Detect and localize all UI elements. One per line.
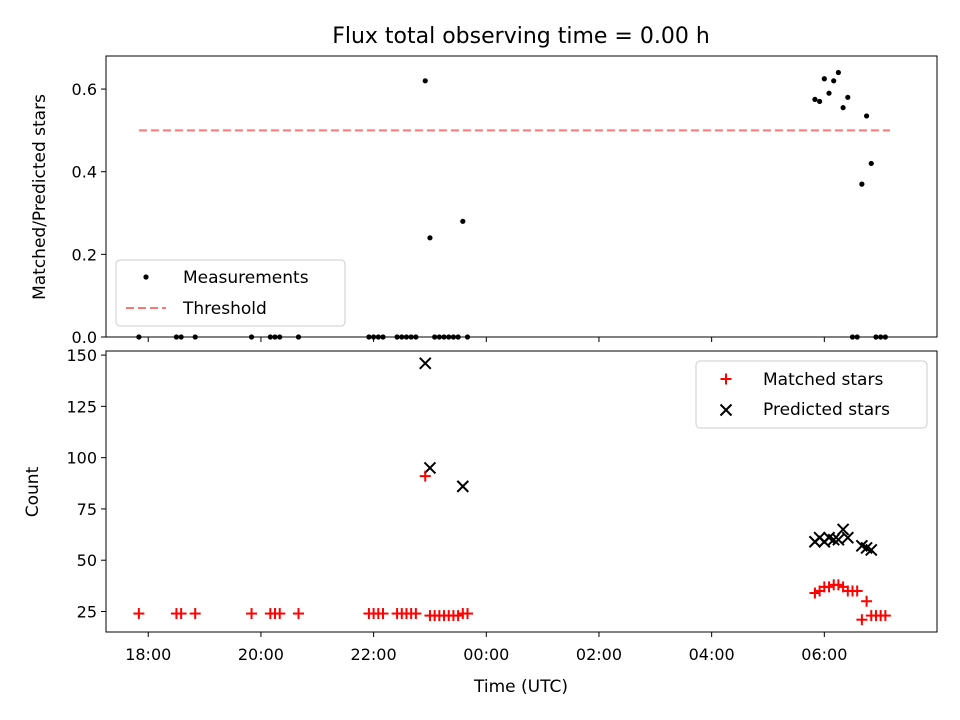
matched-star-point	[246, 608, 258, 620]
predicted-star-point	[827, 533, 840, 546]
matched-star-point	[410, 608, 422, 620]
matched-star-point	[189, 608, 201, 620]
bottom-y-tick-label: 100	[66, 449, 97, 468]
bottom-plot-frame	[105, 350, 938, 633]
matched-star-point	[274, 608, 286, 620]
x-tick-label: 04:00	[689, 645, 735, 664]
matched-star-point	[419, 470, 431, 482]
x-tick-label: 02:00	[576, 645, 622, 664]
chart-title: Flux total observing time = 0.00 h	[332, 24, 710, 49]
matched-star-point	[861, 595, 873, 607]
matched-star-point	[851, 585, 863, 597]
matched-star-point	[133, 608, 145, 620]
legend-measurements-label: Measurements	[183, 268, 309, 288]
bottom-y-tick-label: 50	[77, 551, 97, 570]
x-axis-label: Time (UTC)	[473, 677, 568, 697]
measurement-point	[422, 78, 428, 84]
matched-star-point	[452, 610, 464, 622]
bottom-y-tick-label: 25	[77, 602, 97, 621]
top-legend-box	[115, 259, 346, 327]
x-tick-label: 18:00	[125, 645, 171, 664]
top-y-tick-label: 0.4	[72, 163, 97, 182]
top-panel: 0.0 0.2 0.4 0.6 Measurements Threshold	[72, 55, 938, 347]
bottom-y-tick-label: 150	[66, 346, 97, 365]
measurement-point	[460, 218, 466, 224]
measurement-point	[845, 94, 851, 100]
measurement-point	[863, 113, 870, 119]
measurement-point	[821, 76, 827, 82]
top-plot-frame	[105, 55, 938, 338]
bottom-y-tick-label: 125	[66, 397, 97, 416]
matched-star-point	[292, 608, 304, 620]
x-tick-label: 22:00	[351, 645, 397, 664]
legend-measurements-marker	[143, 274, 149, 280]
legend-threshold-label: Threshold	[182, 299, 267, 319]
bottom-legend-box	[695, 360, 928, 429]
top-y-tick-label: 0.2	[72, 245, 97, 264]
measurement-point	[840, 105, 846, 111]
matched-star-point	[462, 608, 474, 620]
x-tick-label: 06:00	[801, 645, 847, 664]
measurement-point	[835, 69, 842, 76]
predicted-star-point	[841, 531, 855, 544]
x-tick-label: 20:00	[238, 645, 284, 664]
top-legend: Measurements Threshold	[115, 259, 346, 327]
predicted-star-point	[419, 357, 432, 370]
legend-matched-marker	[720, 373, 732, 385]
measurement-point	[826, 90, 832, 96]
x-tick-label: 00:00	[463, 645, 509, 664]
bottom-y-axis-label: Count	[23, 466, 43, 517]
top-y-axis-label: Matched/Predicted stars	[30, 94, 50, 300]
matched-star-point	[175, 608, 187, 620]
measurement-point	[868, 160, 874, 167]
measurement-point	[427, 235, 433, 241]
predicted-star-point	[832, 533, 845, 546]
matched-star-point	[856, 614, 868, 626]
matched-star-point	[809, 587, 821, 599]
bottom-y-tick-label: 75	[77, 500, 97, 519]
matched-star-point	[832, 579, 844, 591]
top-y-tick-label: 0.6	[72, 80, 97, 99]
measurement-point	[859, 181, 865, 187]
predicted-star-point	[456, 480, 470, 493]
matched-star-point	[879, 610, 891, 622]
top-y-tick-label: 0.0	[72, 328, 97, 347]
measurement-point	[812, 96, 818, 102]
legend-predicted-label: Predicted stars	[763, 400, 890, 420]
predicted-star-point	[423, 461, 437, 475]
legend-matched-label: Matched stars	[763, 370, 883, 390]
measurement-point	[831, 78, 837, 84]
measurement-point	[817, 98, 823, 105]
predicted-star-point	[865, 543, 878, 557]
matched-star-point	[823, 581, 835, 593]
predicted-star-point	[836, 523, 850, 536]
matched-star-point	[377, 608, 389, 620]
legend-predicted-marker	[719, 403, 733, 417]
bottom-panel: 25 50 75 100 125 150 18:00 20:00 22:00 00:00 02:00…	[66, 346, 938, 664]
bottom-legend: Matched stars Predicted stars	[695, 360, 928, 429]
